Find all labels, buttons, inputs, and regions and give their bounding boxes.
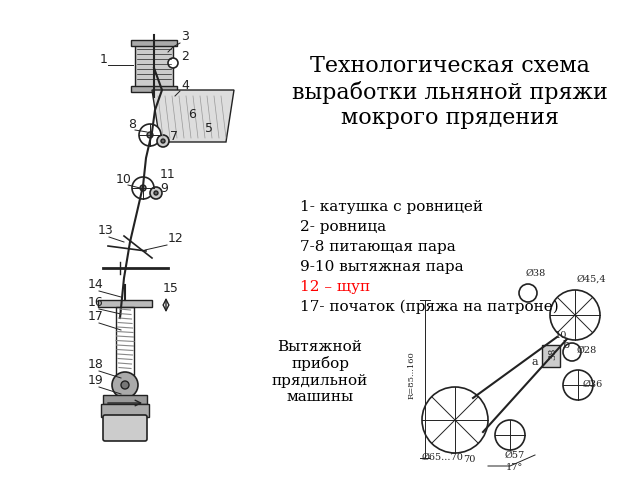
Text: 10: 10	[116, 173, 132, 186]
Text: Вытяжной
прибор
прядильной
машины: Вытяжной прибор прядильной машины	[272, 340, 368, 404]
Text: 2- ровница: 2- ровница	[300, 220, 386, 234]
Text: 1- катушка с ровницей: 1- катушка с ровницей	[300, 200, 483, 214]
Circle shape	[563, 343, 581, 361]
Circle shape	[168, 58, 178, 68]
Circle shape	[495, 420, 525, 450]
Circle shape	[519, 284, 537, 302]
Bar	[98, 300, 152, 307]
Circle shape	[139, 124, 161, 146]
Bar	[131, 40, 177, 46]
Text: Ø36: Ø36	[583, 380, 604, 389]
Text: 9: 9	[160, 182, 168, 195]
Text: Ø38: Ø38	[526, 269, 547, 278]
Circle shape	[550, 290, 600, 340]
Text: 12 – щуп: 12 – щуп	[300, 280, 370, 294]
Text: 4: 4	[181, 79, 189, 92]
Text: 6: 6	[188, 108, 196, 121]
Text: Ø45,4: Ø45,4	[577, 275, 607, 284]
Text: 17°: 17°	[506, 463, 524, 472]
Circle shape	[563, 370, 593, 400]
Circle shape	[112, 372, 138, 398]
Circle shape	[161, 139, 165, 143]
Text: 13: 13	[98, 224, 114, 237]
Polygon shape	[152, 90, 234, 142]
Circle shape	[154, 191, 158, 195]
Text: 2: 2	[181, 50, 189, 63]
Text: a: a	[532, 357, 539, 367]
Text: 1: 1	[100, 53, 108, 66]
Text: 17: 17	[88, 310, 104, 323]
Text: Технологическая схема
выработки льняной пряжи
мокрого прядения: Технологическая схема выработки льняной …	[292, 55, 608, 129]
FancyBboxPatch shape	[103, 415, 147, 441]
Bar	[101, 404, 149, 417]
Text: 5: 5	[205, 122, 213, 135]
Text: 18: 18	[88, 358, 104, 371]
Bar	[103, 395, 147, 404]
Circle shape	[422, 387, 488, 453]
Text: 9-10 вытяжная пара: 9-10 вытяжная пара	[300, 260, 463, 274]
Bar	[135, 45, 173, 87]
Text: R=85...160: R=85...160	[408, 351, 416, 399]
Text: 38: 38	[548, 348, 557, 360]
Text: 16: 16	[88, 296, 104, 309]
Text: 15: 15	[163, 282, 179, 295]
Bar	[542, 345, 560, 367]
Text: 17- початок (пряжа на патроне): 17- початок (пряжа на патроне)	[300, 300, 559, 314]
Circle shape	[121, 381, 129, 389]
Text: 11: 11	[160, 168, 176, 181]
Text: 70: 70	[463, 455, 476, 464]
Bar	[116, 307, 134, 375]
Circle shape	[147, 132, 153, 138]
Text: Ø57: Ø57	[505, 451, 525, 460]
Text: 7-8 питающая пара: 7-8 питающая пара	[300, 240, 456, 254]
Bar	[131, 86, 177, 92]
Text: 12: 12	[168, 232, 184, 245]
Text: 10: 10	[555, 331, 568, 340]
Text: Ø65...70: Ø65...70	[422, 453, 464, 462]
Text: b: b	[563, 340, 570, 350]
Text: 8: 8	[128, 118, 136, 131]
Text: 3: 3	[181, 30, 189, 43]
Text: 7: 7	[170, 130, 178, 143]
Circle shape	[140, 185, 146, 191]
Circle shape	[157, 135, 169, 147]
Circle shape	[150, 187, 162, 199]
Text: 19: 19	[88, 374, 104, 387]
Text: 14: 14	[88, 278, 104, 291]
Circle shape	[132, 177, 154, 199]
Text: Ø28: Ø28	[577, 346, 597, 355]
